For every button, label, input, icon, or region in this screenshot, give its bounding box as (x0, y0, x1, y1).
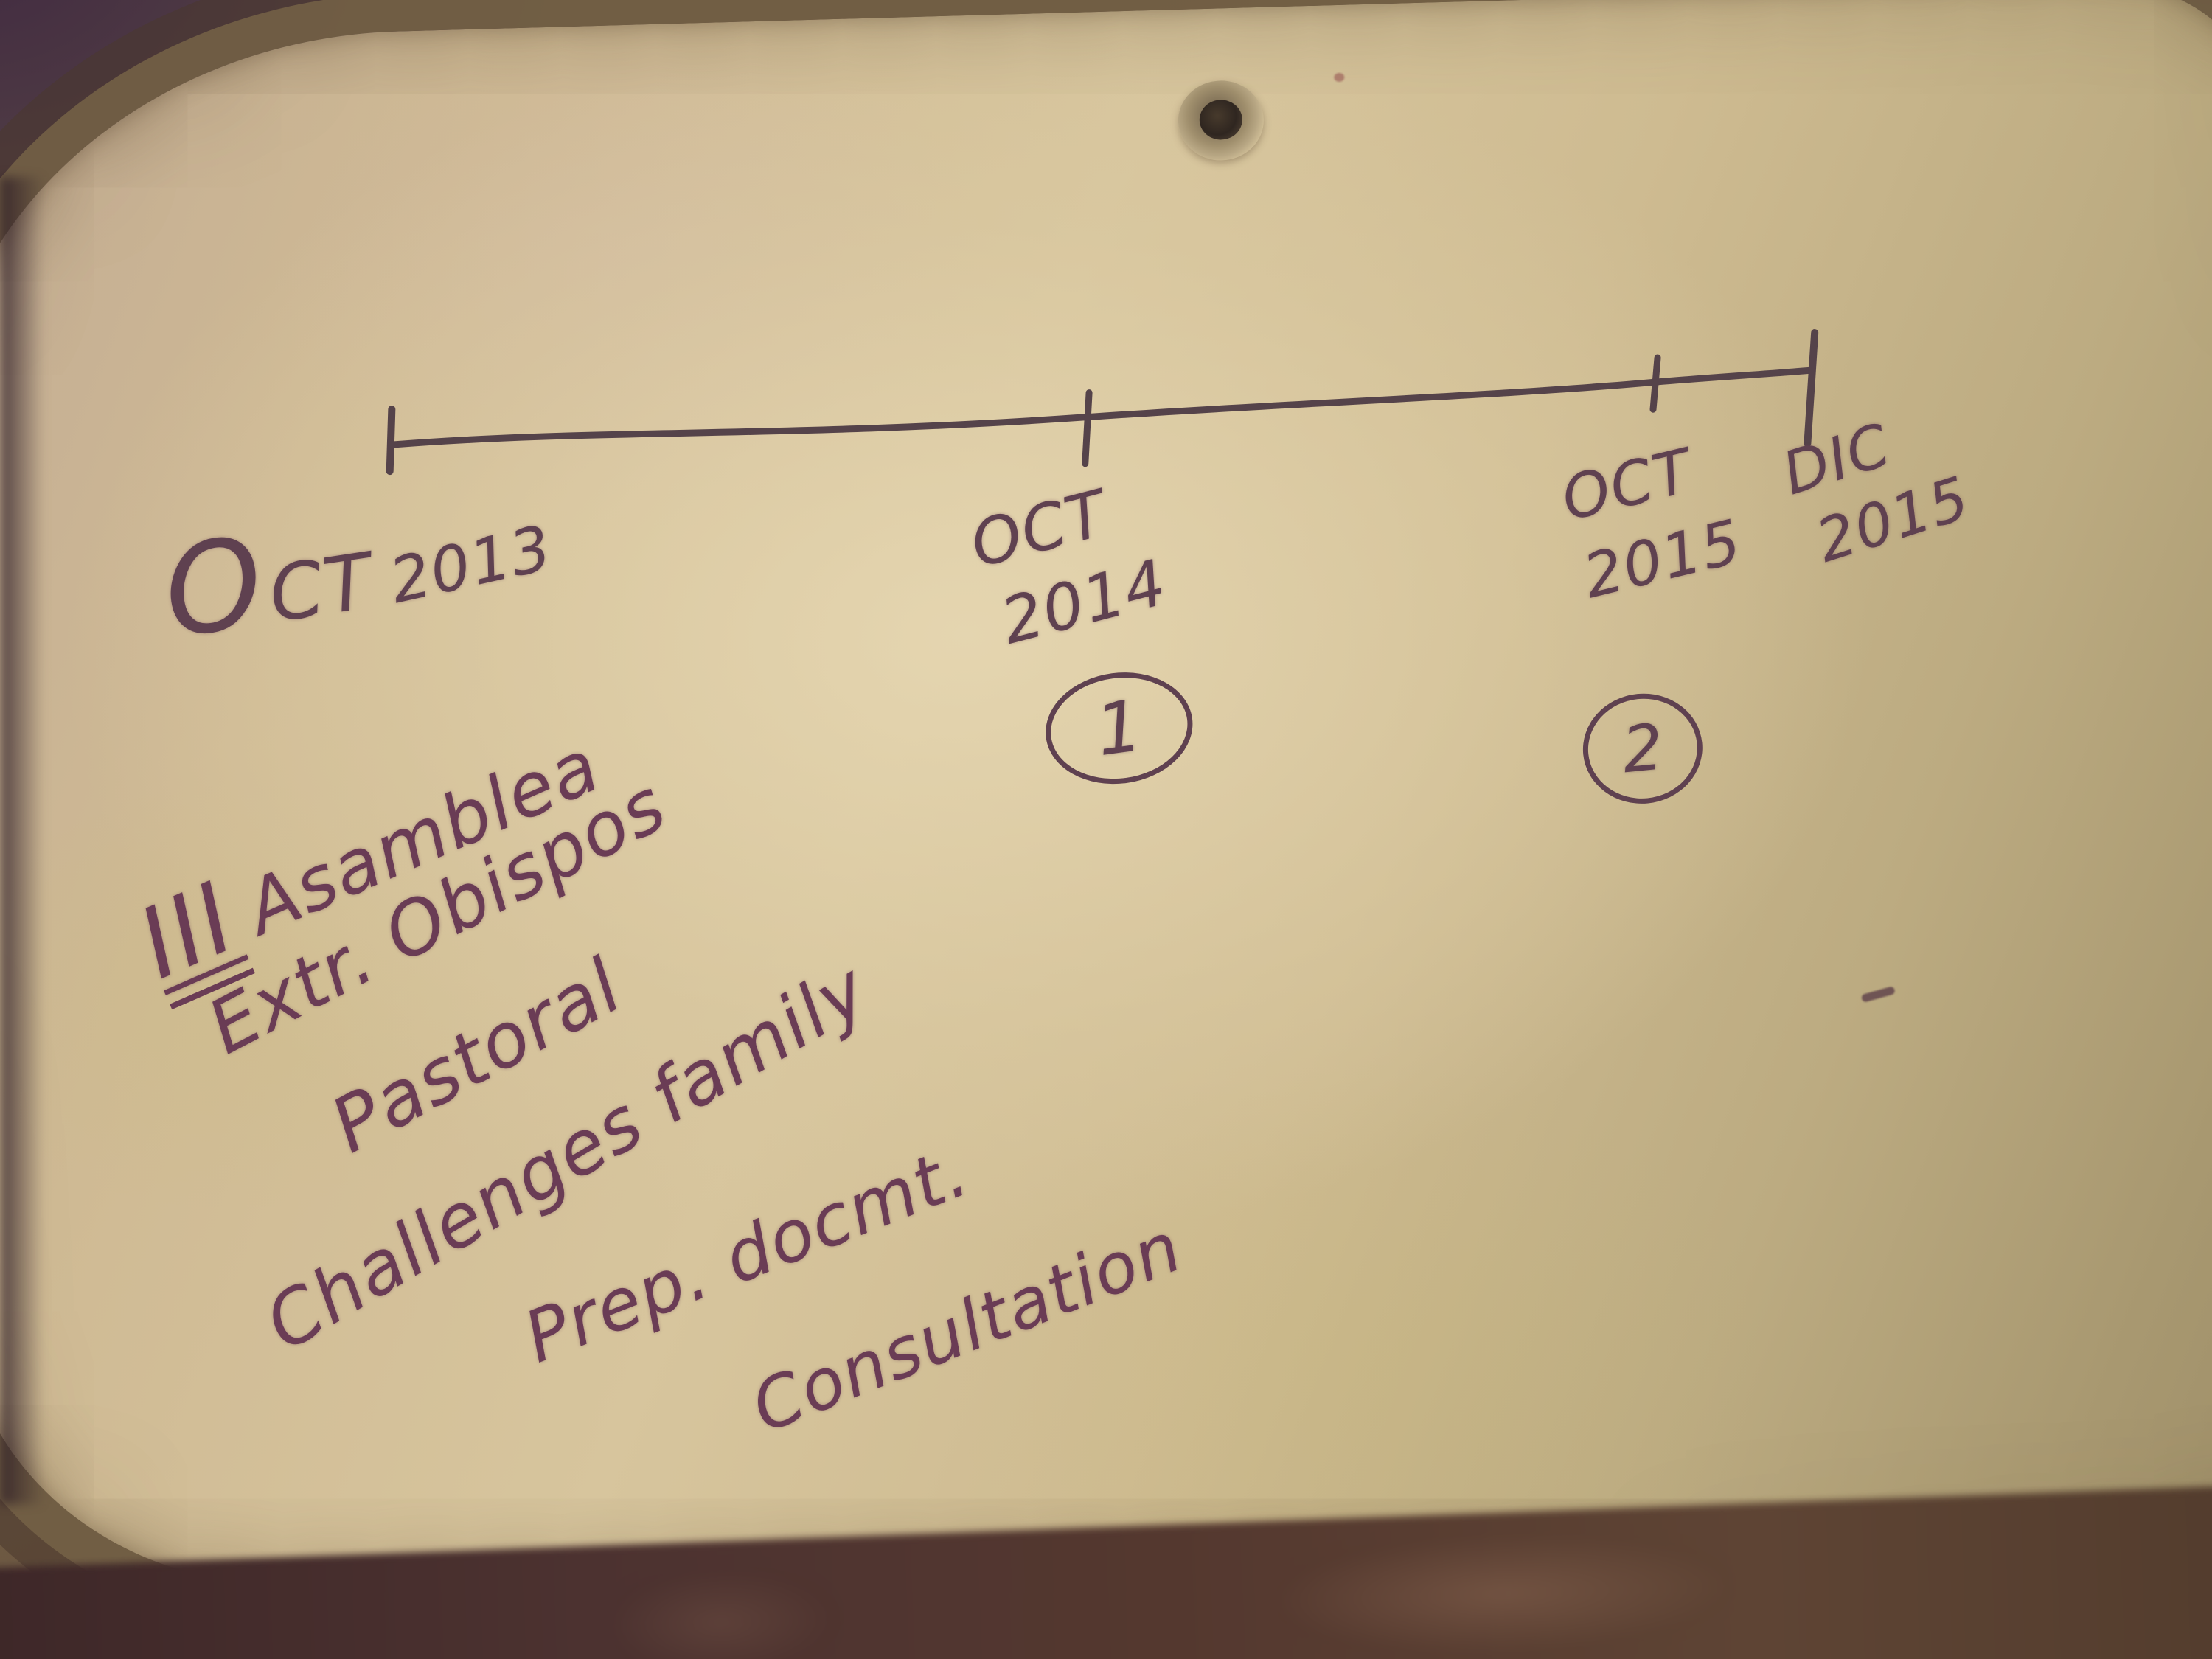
whiteboard: OCT2013 OCT 2014 OCT 2015 DIC 2015 1 2 I… (0, 0, 2212, 1593)
tick-dic-2015 (1804, 329, 1819, 448)
tick-2014 (1082, 389, 1093, 467)
badge-text: 2 (1618, 709, 1666, 787)
tick-2013 (386, 405, 396, 476)
board-left-edge-shadow (0, 177, 44, 1504)
tick-oct-2015 (1649, 354, 1661, 413)
badge-text: 1 (1091, 684, 1147, 773)
year-text: 2013 (383, 511, 560, 618)
